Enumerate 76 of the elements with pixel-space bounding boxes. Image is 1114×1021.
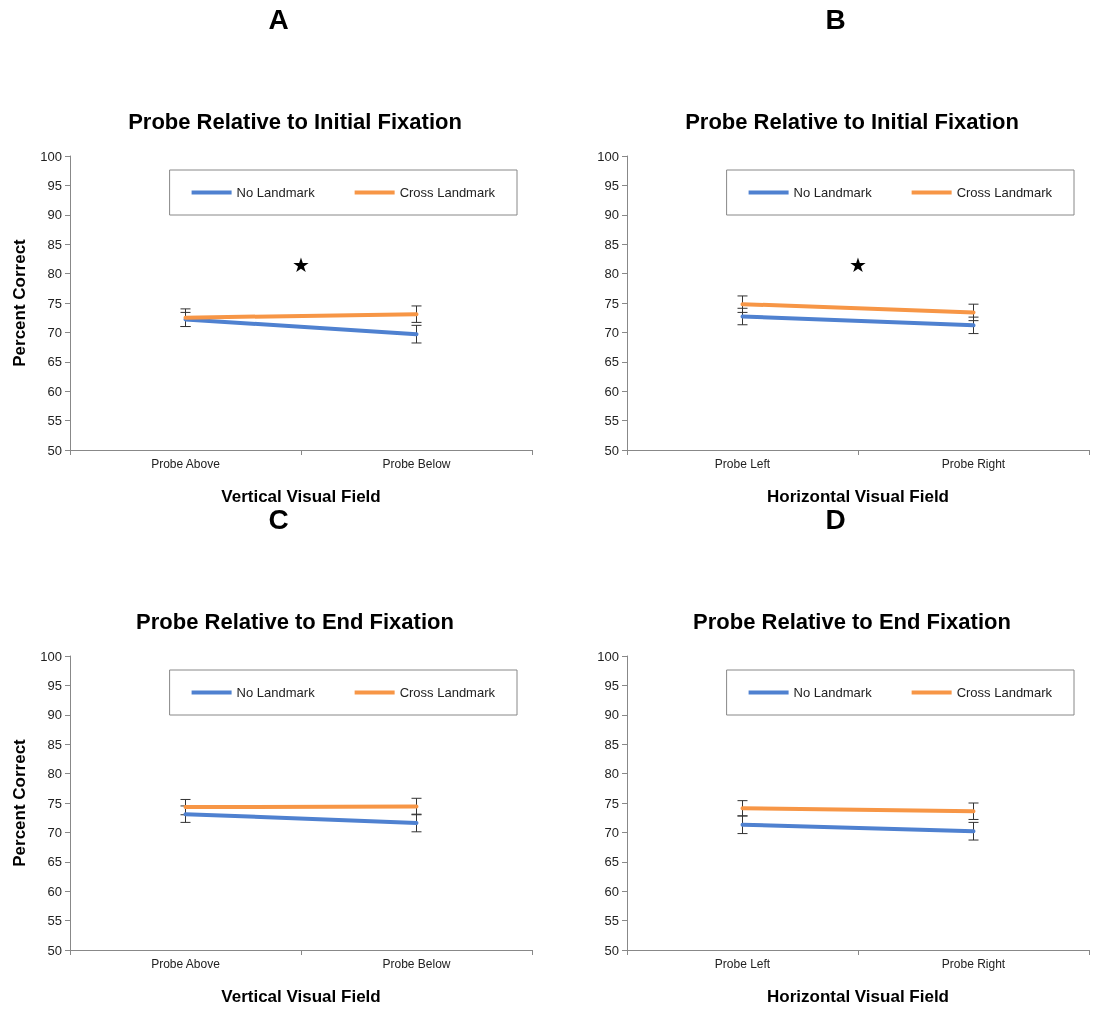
y-tick-label: 50 bbox=[604, 942, 619, 958]
annotation: ★ bbox=[292, 253, 310, 277]
y-tick-label: 100 bbox=[40, 648, 62, 664]
y-axis-title: Percent Correct bbox=[10, 238, 29, 367]
chart-subtitle: Probe Relative to End Fixation bbox=[693, 608, 1011, 634]
legend-label: No Landmark bbox=[793, 685, 873, 700]
y-tick-label: 75 bbox=[47, 795, 62, 811]
y-axis-title: Percent Correct bbox=[10, 738, 29, 867]
y-tick-label: 80 bbox=[47, 766, 62, 782]
legend-label: Cross Landmark bbox=[956, 685, 1053, 700]
chart-title: B bbox=[825, 3, 846, 35]
y-tick-label: 70 bbox=[47, 324, 62, 340]
y-tick-label: 55 bbox=[47, 413, 62, 429]
chart-title: D bbox=[825, 503, 846, 535]
y-tick-label: 75 bbox=[604, 795, 619, 811]
y-tick-label: 90 bbox=[47, 707, 62, 723]
chart-subtitle: Probe Relative to End Fixation bbox=[136, 608, 454, 634]
y-tick-label: 100 bbox=[40, 148, 62, 164]
x-tick-label: Probe Above bbox=[151, 957, 221, 971]
y-tick-label: 65 bbox=[604, 854, 619, 870]
y-tick-label: 85 bbox=[604, 736, 619, 752]
legend-label: Cross Landmark bbox=[399, 185, 496, 200]
x-tick-label: Probe Left bbox=[714, 957, 771, 971]
y-tick-label: 80 bbox=[47, 266, 62, 282]
y-tick-label: 70 bbox=[604, 324, 619, 340]
y-tick-label: 90 bbox=[604, 707, 619, 723]
annotation: ★ bbox=[849, 253, 867, 277]
y-tick-label: 60 bbox=[47, 883, 62, 899]
legend-label: Cross Landmark bbox=[399, 685, 496, 700]
x-tick-label: Probe Right bbox=[941, 457, 1006, 471]
y-tick-label: 95 bbox=[47, 177, 62, 193]
x-axis-title: Horizontal Visual Field bbox=[767, 487, 949, 506]
y-tick-label: 55 bbox=[604, 413, 619, 429]
x-tick-label: Probe Above bbox=[151, 457, 221, 471]
y-tick-label: 60 bbox=[47, 383, 62, 399]
legend-label: Cross Landmark bbox=[956, 185, 1053, 200]
chart-subtitle: Probe Relative to Initial Fixation bbox=[128, 108, 462, 134]
y-tick-label: 80 bbox=[604, 766, 619, 782]
legend-label: No Landmark bbox=[793, 185, 873, 200]
y-tick-label: 50 bbox=[47, 442, 62, 458]
y-tick-label: 65 bbox=[47, 354, 62, 370]
y-tick-label: 85 bbox=[47, 236, 62, 252]
legend-label: No Landmark bbox=[236, 185, 316, 200]
chart-title: A bbox=[268, 3, 289, 35]
y-tick-label: 95 bbox=[604, 177, 619, 193]
chart-subtitle: Probe Relative to Initial Fixation bbox=[685, 108, 1019, 134]
x-axis-title: Horizontal Visual Field bbox=[767, 987, 949, 1006]
y-tick-label: 100 bbox=[597, 148, 619, 164]
y-tick-label: 95 bbox=[47, 677, 62, 693]
y-tick-label: 75 bbox=[604, 295, 619, 311]
y-tick-label: 70 bbox=[47, 824, 62, 840]
y-tick-label: 95 bbox=[604, 677, 619, 693]
y-tick-label: 85 bbox=[47, 736, 62, 752]
y-tick-label: 70 bbox=[604, 824, 619, 840]
y-tick-label: 75 bbox=[47, 295, 62, 311]
y-tick-label: 55 bbox=[47, 913, 62, 929]
y-tick-label: 80 bbox=[604, 266, 619, 282]
legend-label: No Landmark bbox=[236, 685, 316, 700]
x-axis-title: Vertical Visual Field bbox=[221, 487, 381, 506]
y-tick-label: 65 bbox=[47, 854, 62, 870]
y-tick-label: 90 bbox=[47, 207, 62, 223]
y-tick-label: 55 bbox=[604, 913, 619, 929]
y-tick-label: 85 bbox=[604, 236, 619, 252]
y-tick-label: 60 bbox=[604, 883, 619, 899]
y-tick-label: 60 bbox=[604, 383, 619, 399]
y-tick-label: 50 bbox=[47, 942, 62, 958]
x-axis-title: Vertical Visual Field bbox=[221, 987, 381, 1006]
y-tick-label: 90 bbox=[604, 207, 619, 223]
y-tick-label: 100 bbox=[597, 648, 619, 664]
chart-title: C bbox=[268, 503, 289, 535]
y-tick-label: 65 bbox=[604, 354, 619, 370]
x-tick-label: Probe Below bbox=[382, 457, 451, 471]
x-tick-label: Probe Left bbox=[714, 457, 771, 471]
x-tick-label: Probe Below bbox=[382, 957, 451, 971]
x-tick-label: Probe Right bbox=[941, 957, 1006, 971]
y-tick-label: 50 bbox=[604, 442, 619, 458]
